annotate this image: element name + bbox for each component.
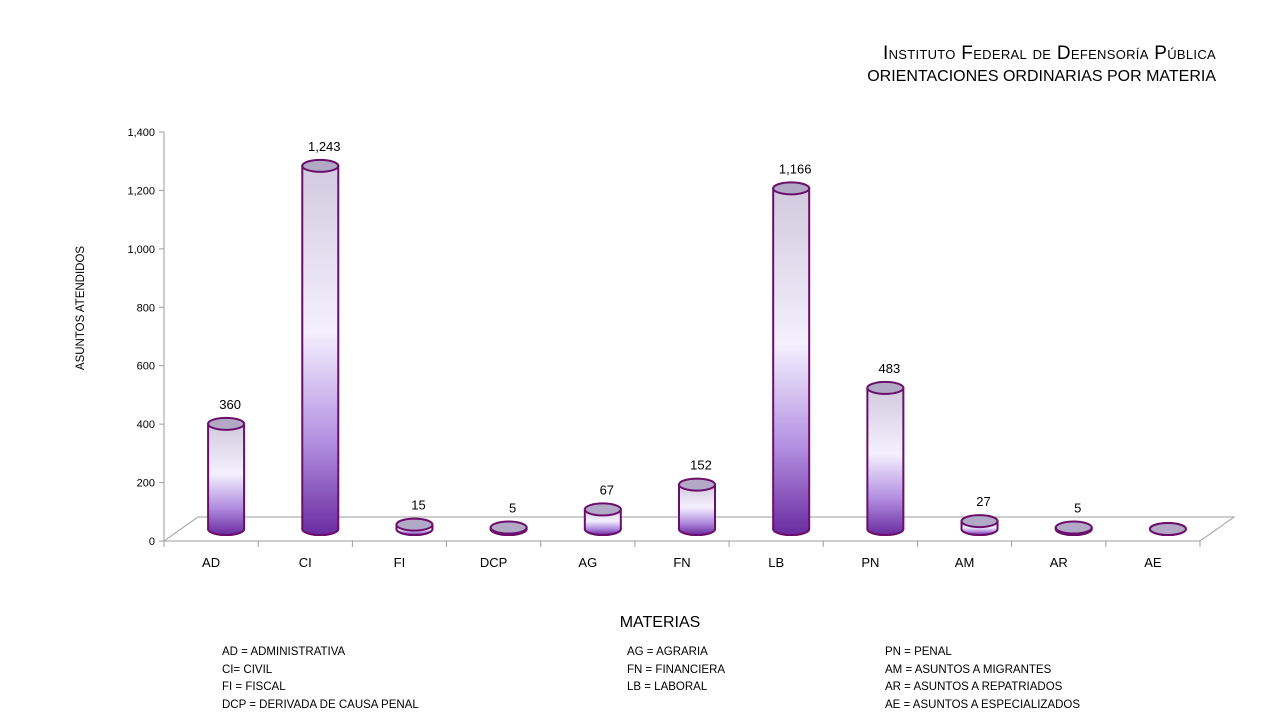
title-block: Instituto Federal de Defensoría Pública … xyxy=(867,42,1216,88)
x-tick-label: AE xyxy=(1144,555,1162,570)
bar-top xyxy=(960,514,999,529)
data-label: 152 xyxy=(690,458,712,473)
data-label: 1,243 xyxy=(308,139,341,154)
bar-top xyxy=(866,380,905,395)
bar-top xyxy=(489,520,528,535)
chart-title: Instituto Federal de Defensoría Pública xyxy=(882,43,1216,64)
data-label: 360 xyxy=(219,397,241,412)
legend-item: AE = ASUNTOS A ESPECIALIZADOS xyxy=(885,699,1081,712)
x-axis-labels: AD CI FI DCP AG FN LB PN AM AR AE xyxy=(202,555,1162,570)
y-tick-label: 400 xyxy=(137,419,155,431)
x-tick-label: DCP xyxy=(480,555,507,570)
x-tick-label: PN xyxy=(861,555,879,570)
data-label: 27 xyxy=(976,494,990,509)
legend-item: FN = FINANCIERA xyxy=(627,663,726,676)
legend-item: AG = AGRARIA xyxy=(627,646,708,658)
bar-top xyxy=(301,158,340,173)
data-label: 5 xyxy=(509,501,516,516)
y-tick-label: 1,200 xyxy=(127,185,155,197)
x-axis-title: MATERIAS xyxy=(620,614,701,631)
y-tick-label: 800 xyxy=(137,302,155,314)
bar xyxy=(207,422,246,536)
legend-column-2: AG = AGRARIA FN = FINANCIERA LB = LABORA… xyxy=(627,644,725,697)
bar-top xyxy=(207,416,246,431)
x-tick-label: FI xyxy=(394,555,406,570)
x-tick-label: AD xyxy=(202,555,220,570)
x-tick-label: AM xyxy=(955,555,975,570)
legend-item: CI= CIVIL xyxy=(222,663,273,676)
data-label: 483 xyxy=(879,361,901,376)
x-tick-label: AG xyxy=(578,555,597,570)
y-tick-label: 0 xyxy=(149,536,155,548)
x-tick-label: FN xyxy=(673,555,690,570)
legend-item: DCP = DERIVADA DE CAUSA PENAL xyxy=(222,699,419,712)
chart-subtitle: ORIENTACIONES ORDINARIAS POR MATERIA xyxy=(867,68,1216,85)
data-labels: 360 1,243 15 5 67 152 1,166 483 27 5 xyxy=(219,139,1081,516)
data-label: 67 xyxy=(600,482,614,497)
bar xyxy=(772,187,811,536)
y-tick-label: 200 xyxy=(137,478,155,490)
legend-item: AD = ADMINISTRATIVA xyxy=(222,646,346,658)
data-label: 15 xyxy=(411,498,425,513)
bar-top xyxy=(772,181,811,196)
bar-top xyxy=(678,477,716,492)
x-tick-label: LB xyxy=(768,555,784,570)
x-tick-label: CI xyxy=(299,555,312,570)
legend-item: LB = LABORAL xyxy=(627,681,708,694)
bar xyxy=(583,508,622,536)
data-label: 1,166 xyxy=(779,161,812,176)
legend-column-1: AD = ADMINISTRATIVA CI= CIVIL FI = FISCA… xyxy=(222,644,419,715)
bar-top xyxy=(1148,522,1187,536)
legend-item: PN = PENAL xyxy=(885,646,952,658)
y-tick-label: 1,000 xyxy=(127,244,155,256)
y-axis-ticks: 0 200 400 600 800 1,000 1,200 1,400 xyxy=(127,127,164,548)
legend-item: AR = ASUNTOS A REPATRIADOS xyxy=(885,681,1063,694)
bar-top xyxy=(395,517,434,532)
legend-column-3: PN = PENAL AM = ASUNTOS A MIGRANTES AR =… xyxy=(885,644,1080,715)
x-tick-label: AR xyxy=(1050,555,1068,570)
legend-item: AM = ASUNTOS A MIGRANTES xyxy=(885,663,1052,676)
y-tick-label: 600 xyxy=(137,361,155,373)
bar-top xyxy=(1054,520,1093,535)
bar-top xyxy=(583,502,622,517)
bar-series xyxy=(207,158,1187,536)
data-label: 5 xyxy=(1074,501,1081,516)
bar xyxy=(301,164,340,536)
bar xyxy=(866,386,905,536)
y-axis-title: ASUNTOS ATENDIDOS xyxy=(75,246,87,371)
legend-item: FI = FISCAL xyxy=(222,681,286,694)
bar xyxy=(678,483,716,536)
y-tick-label: 1,400 xyxy=(127,127,155,139)
